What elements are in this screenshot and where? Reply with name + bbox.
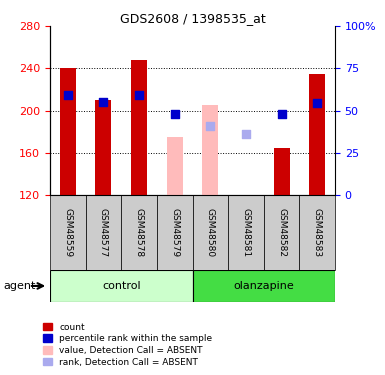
Bar: [309, 74, 325, 195]
Text: GSM48580: GSM48580: [206, 208, 215, 257]
Point: [65, 92, 71, 98]
Bar: [95, 100, 112, 195]
Bar: [85, 195, 121, 270]
Bar: [50, 195, 85, 270]
Text: control: control: [102, 281, 141, 291]
Bar: [131, 60, 147, 195]
Text: GSM48579: GSM48579: [170, 208, 179, 257]
Point: [314, 100, 320, 106]
Bar: [192, 195, 228, 270]
Bar: [121, 195, 157, 270]
Text: GSM48582: GSM48582: [277, 208, 286, 257]
Bar: [300, 195, 335, 270]
Legend: count, percentile rank within the sample, value, Detection Call = ABSENT, rank, : count, percentile rank within the sample…: [43, 322, 213, 367]
Point: [243, 131, 249, 137]
Text: GSM48577: GSM48577: [99, 208, 108, 257]
Bar: [202, 105, 218, 195]
Bar: [264, 195, 300, 270]
Bar: [60, 68, 76, 195]
Title: GDS2608 / 1398535_at: GDS2608 / 1398535_at: [120, 12, 265, 25]
Bar: [273, 147, 290, 195]
Text: agent: agent: [4, 281, 36, 291]
Text: GSM48578: GSM48578: [135, 208, 144, 257]
Bar: [228, 195, 264, 270]
Text: olanzapine: olanzapine: [233, 281, 294, 291]
Point: [207, 123, 213, 129]
Text: GSM48581: GSM48581: [241, 208, 250, 257]
Point: [100, 99, 107, 105]
Bar: [238, 195, 254, 200]
Bar: [192, 270, 335, 302]
Bar: [167, 137, 183, 195]
Point: [172, 111, 178, 117]
Point: [136, 92, 142, 98]
Point: [278, 111, 285, 117]
Text: GSM48583: GSM48583: [313, 208, 321, 257]
Text: GSM48559: GSM48559: [64, 208, 72, 257]
Bar: [157, 195, 192, 270]
Bar: [50, 270, 192, 302]
